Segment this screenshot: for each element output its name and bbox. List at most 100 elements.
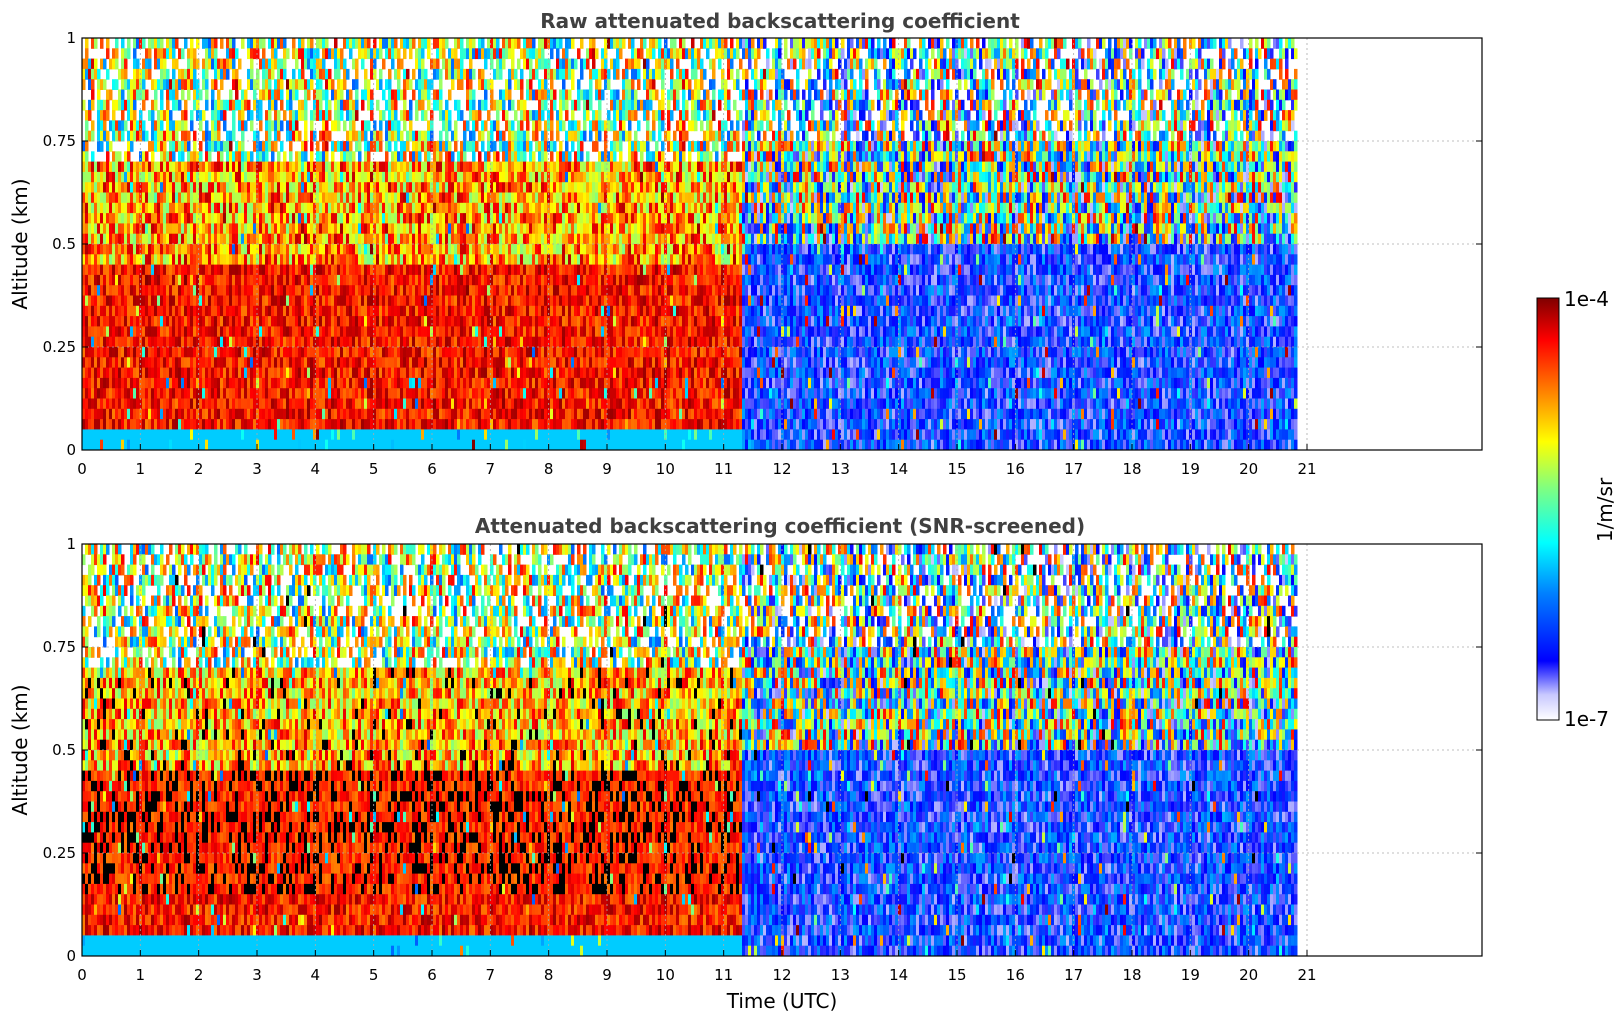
- heatmap-cell: [496, 162, 500, 173]
- heatmap-cell: [298, 296, 302, 307]
- heatmap-cell: [463, 368, 467, 379]
- heatmap-cell: [121, 419, 125, 430]
- heatmap-cell: [328, 48, 332, 59]
- heatmap-cell: [211, 347, 215, 358]
- heatmap-cell: [427, 38, 431, 49]
- heatmap-cell: [184, 162, 188, 173]
- heatmap-cell: [385, 141, 389, 152]
- heatmap-cell: [433, 429, 437, 440]
- heatmap-cell: [475, 399, 479, 410]
- heatmap-cell: [259, 59, 263, 70]
- heatmap-cell: [301, 265, 305, 276]
- heatmap-cell: [160, 110, 164, 121]
- heatmap-cell: [238, 275, 242, 286]
- heatmap-cell: [391, 316, 395, 327]
- heatmap-cell: [262, 141, 266, 152]
- heatmap-cell: [496, 100, 500, 111]
- heatmap-cell: [337, 337, 341, 348]
- heatmap-cell: [253, 347, 257, 358]
- heatmap-cell: [289, 347, 293, 358]
- heatmap-cell: [298, 100, 302, 111]
- heatmap-cell: [316, 347, 320, 358]
- heatmap-cell: [127, 131, 131, 142]
- heatmap-cell: [106, 244, 110, 255]
- heatmap-cell: [379, 306, 383, 317]
- heatmap-cell: [190, 172, 194, 183]
- heatmap-cell: [337, 234, 341, 245]
- heatmap-cell: [394, 223, 398, 234]
- heatmap-cell: [217, 419, 221, 430]
- heatmap-cell: [433, 162, 437, 173]
- heatmap-cell: [394, 48, 398, 59]
- heatmap-cell: [286, 172, 290, 183]
- heatmap-cell: [337, 162, 341, 173]
- heatmap-cell: [409, 213, 413, 224]
- heatmap-cell: [184, 419, 188, 430]
- heatmap-cell: [409, 131, 413, 142]
- heatmap-cell: [232, 193, 236, 204]
- heatmap-cell: [475, 162, 479, 173]
- heatmap-cell: [127, 182, 131, 193]
- heatmap-cell: [199, 296, 203, 307]
- heatmap-cell: [400, 110, 404, 121]
- heatmap-cell: [112, 337, 116, 348]
- heatmap-cell: [415, 131, 419, 142]
- heatmap-cell: [397, 162, 401, 173]
- heatmap-cell: [181, 120, 185, 131]
- heatmap-cell: [304, 296, 308, 307]
- heatmap-cell: [223, 399, 227, 410]
- heatmap-cell: [307, 368, 311, 379]
- heatmap-cell: [337, 440, 341, 451]
- heatmap-cell: [337, 79, 341, 90]
- heatmap-cell: [235, 162, 239, 173]
- heatmap-cell: [94, 254, 98, 265]
- heatmap-cell: [286, 90, 290, 101]
- heatmap-cell: [133, 203, 137, 214]
- heatmap-cell: [124, 388, 128, 399]
- heatmap-cell: [175, 141, 179, 152]
- heatmap-cell: [223, 223, 227, 234]
- heatmap-cell: [379, 244, 383, 255]
- heatmap-cell: [451, 265, 455, 276]
- heatmap-cell: [238, 234, 242, 245]
- heatmap-cell: [307, 234, 311, 245]
- heatmap-cell: [304, 399, 308, 410]
- heatmap-cell: [151, 193, 155, 204]
- heatmap-cell: [439, 285, 443, 296]
- heatmap-cell: [484, 265, 488, 276]
- heatmap-cell: [292, 399, 296, 410]
- heatmap-cell: [409, 223, 413, 234]
- heatmap-cell: [445, 162, 449, 173]
- heatmap-cell: [244, 347, 248, 358]
- heatmap-cell: [169, 429, 173, 440]
- heatmap-cell: [169, 131, 173, 142]
- heatmap-cell: [349, 409, 353, 420]
- heatmap-cell: [133, 357, 137, 368]
- heatmap-cell: [160, 151, 164, 162]
- heatmap-cell: [361, 48, 365, 59]
- heatmap-cell: [367, 357, 371, 368]
- heatmap-cell: [106, 285, 110, 296]
- heatmap-cell: [346, 234, 350, 245]
- heatmap-cell: [319, 38, 323, 49]
- heatmap-cell: [85, 162, 89, 173]
- heatmap-cell: [397, 316, 401, 327]
- heatmap-cell: [91, 440, 95, 451]
- heatmap-cell: [100, 131, 104, 142]
- heatmap-cell: [259, 120, 263, 131]
- heatmap-cell: [391, 162, 395, 173]
- heatmap-cell: [85, 110, 89, 121]
- heatmap-cell: [310, 440, 314, 451]
- heatmap-cell: [256, 110, 260, 121]
- heatmap-cell: [367, 141, 371, 152]
- heatmap-cell: [400, 38, 404, 49]
- heatmap-cell: [103, 337, 107, 348]
- heatmap-cell: [319, 296, 323, 307]
- heatmap-cell: [142, 193, 146, 204]
- heatmap-cell: [331, 182, 335, 193]
- heatmap-cell: [97, 90, 101, 101]
- heatmap-cell: [139, 419, 143, 430]
- heatmap-cell: [145, 193, 149, 204]
- heatmap-cell: [121, 388, 125, 399]
- heatmap-cell: [376, 100, 380, 111]
